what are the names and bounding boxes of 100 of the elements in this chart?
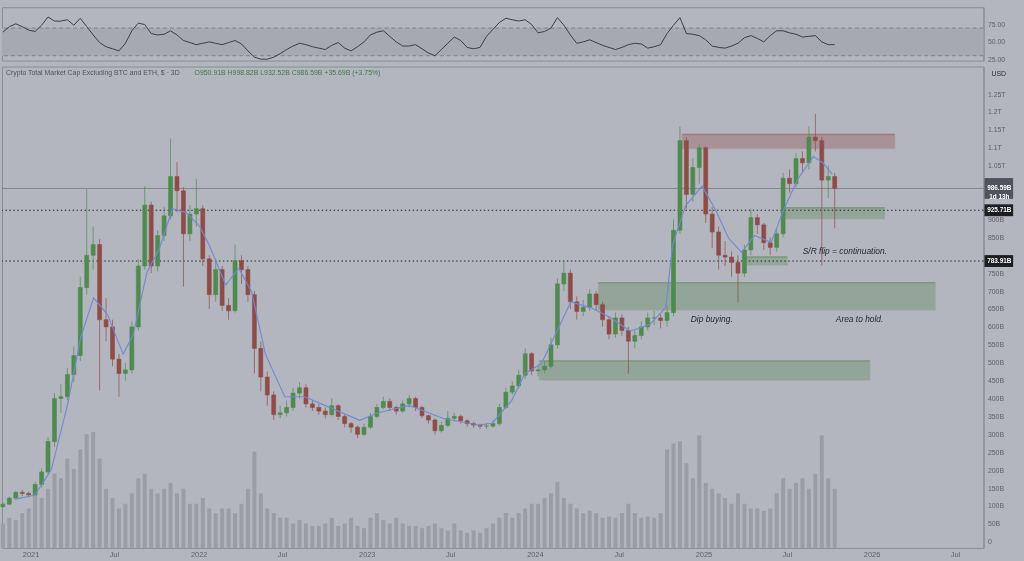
candlestick <box>613 312 618 339</box>
bar <box>387 523 392 548</box>
bar <box>213 513 218 548</box>
bar <box>677 441 682 548</box>
bar <box>529 503 534 548</box>
bar <box>368 517 373 548</box>
bar <box>697 435 702 548</box>
bar <box>181 488 186 548</box>
bar <box>84 434 89 548</box>
bar <box>710 488 715 548</box>
bar <box>162 488 167 548</box>
bar <box>774 493 779 548</box>
bar <box>349 517 354 548</box>
bar <box>613 517 618 548</box>
bar <box>490 523 495 548</box>
bar <box>568 503 573 548</box>
bar <box>690 478 695 548</box>
bar <box>58 478 63 548</box>
bar <box>742 503 747 548</box>
bar <box>723 498 728 548</box>
bar <box>13 520 18 548</box>
bar <box>626 503 631 548</box>
bar <box>149 488 154 548</box>
candlestick <box>825 165 831 199</box>
bar <box>200 498 205 548</box>
bar <box>233 513 238 548</box>
bar <box>245 488 250 548</box>
bar <box>832 488 837 548</box>
bar <box>471 530 476 548</box>
bar <box>787 488 792 548</box>
bar <box>78 449 83 548</box>
bar <box>91 431 96 548</box>
bar <box>400 523 405 548</box>
bar <box>26 508 31 548</box>
bar <box>665 449 670 548</box>
bar <box>761 510 766 548</box>
bar <box>342 523 347 548</box>
bar <box>652 517 657 548</box>
bar <box>781 478 786 548</box>
bar <box>20 513 25 548</box>
bar <box>258 493 263 548</box>
bar <box>291 523 296 548</box>
bar <box>523 508 528 548</box>
bar <box>639 517 644 548</box>
bar <box>310 525 315 548</box>
bar <box>284 517 289 548</box>
bar <box>748 508 753 548</box>
bar <box>574 508 579 548</box>
bar <box>768 508 773 548</box>
bar <box>542 498 547 548</box>
bar <box>813 473 818 548</box>
bar <box>207 508 212 548</box>
bar <box>355 525 360 548</box>
bar <box>581 513 586 548</box>
bar <box>265 508 270 548</box>
bar <box>220 508 225 548</box>
bar <box>194 503 199 548</box>
bar <box>503 513 508 548</box>
bar <box>187 503 192 548</box>
bar <box>555 481 560 548</box>
bar <box>407 525 412 548</box>
bar <box>755 508 760 548</box>
annotation: Area to hold. <box>834 313 884 324</box>
bar <box>632 513 637 548</box>
bar <box>658 513 663 548</box>
bar <box>445 530 450 548</box>
bar <box>381 520 386 548</box>
bar <box>129 493 134 548</box>
candlestick <box>522 347 528 380</box>
bar <box>329 517 334 548</box>
bar <box>439 528 444 548</box>
bar <box>104 488 109 548</box>
bar <box>271 513 276 548</box>
bar <box>536 503 541 548</box>
bar <box>600 517 605 548</box>
bar <box>716 493 721 548</box>
bar <box>516 513 521 548</box>
line-series <box>2 16 836 60</box>
annotation: Dip buying. <box>690 313 733 324</box>
candlestick <box>787 168 792 194</box>
bar <box>645 516 650 548</box>
annotation: S/R flip = continuation. <box>802 246 887 257</box>
bar <box>278 517 283 548</box>
bar <box>155 493 160 548</box>
bar <box>0 523 5 548</box>
bar <box>71 469 76 548</box>
bar <box>168 482 173 548</box>
bar <box>303 523 308 548</box>
bar <box>316 525 321 548</box>
candlestick <box>697 143 702 185</box>
bar <box>65 458 70 548</box>
bar <box>226 508 231 548</box>
bar <box>510 517 515 548</box>
bar <box>97 458 102 548</box>
bar <box>465 532 470 548</box>
bar <box>729 503 734 548</box>
bar <box>800 478 805 548</box>
bar <box>33 493 38 548</box>
bar <box>142 473 147 548</box>
bar <box>432 523 437 548</box>
